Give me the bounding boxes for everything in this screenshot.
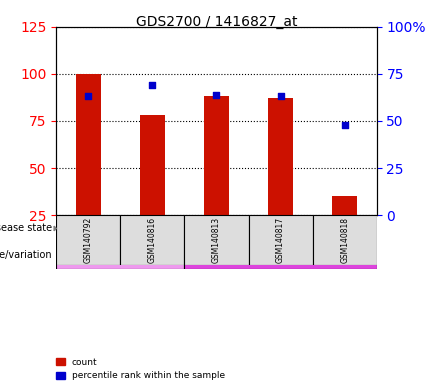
FancyBboxPatch shape (249, 215, 313, 265)
Point (213, 91, 220, 98)
Point (277, 93, 284, 99)
Point (149, 82, 156, 88)
Text: GSM140813: GSM140813 (212, 217, 221, 263)
FancyBboxPatch shape (120, 215, 184, 265)
Bar (204, 96, 229, 262)
Bar (139, 115, 165, 262)
Legend: count, percentile rank within the sample: count, percentile rank within the sample (52, 354, 229, 384)
Text: GSM140817: GSM140817 (276, 217, 285, 263)
Bar (268, 98, 294, 262)
Text: GSM140818: GSM140818 (340, 217, 349, 263)
Bar (184, 242, 377, 269)
Bar (75, 74, 101, 262)
Text: GDS2700 / 1416827_at: GDS2700 / 1416827_at (136, 15, 297, 29)
Text: genotype/variation: genotype/variation (0, 250, 52, 260)
FancyBboxPatch shape (56, 215, 120, 265)
FancyBboxPatch shape (313, 215, 377, 265)
Text: GSM140816: GSM140816 (148, 217, 157, 263)
Bar (56, 215, 184, 242)
Point (85, 93, 92, 99)
Text: control: control (103, 250, 137, 260)
Bar (184, 215, 377, 242)
Bar (56, 242, 184, 269)
Text: polyp: polyp (267, 223, 294, 233)
Bar (332, 196, 358, 262)
Text: PTEN mutant: PTEN mutant (249, 250, 313, 260)
Text: disease state: disease state (0, 223, 52, 233)
Text: GSM140792: GSM140792 (84, 217, 93, 263)
FancyBboxPatch shape (184, 215, 249, 265)
Point (341, 122, 348, 128)
Text: normal: normal (103, 223, 138, 233)
